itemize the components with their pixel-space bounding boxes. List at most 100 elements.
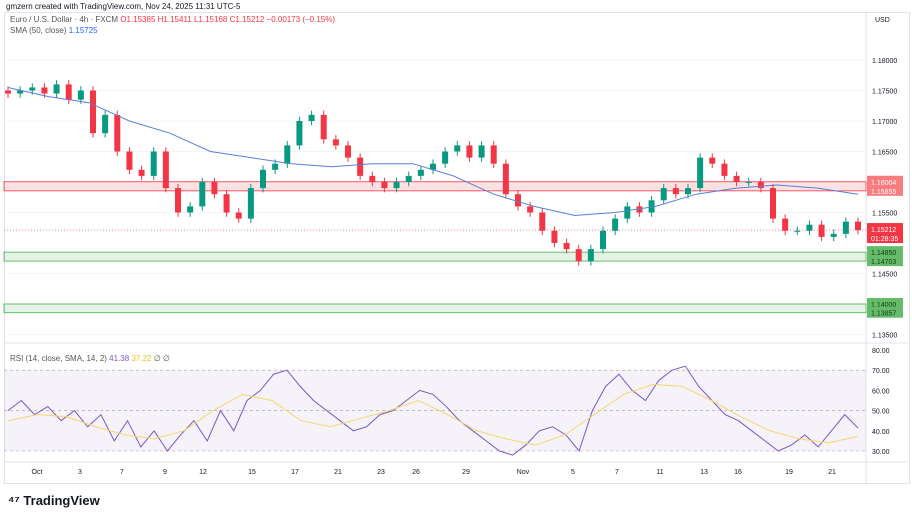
resistance-zone [3, 181, 867, 192]
zone-price-tag [867, 306, 903, 318]
candle-up [150, 151, 157, 176]
currency-label: USD [875, 17, 890, 24]
candle-up [296, 121, 303, 146]
candle-up [745, 182, 752, 183]
price-tick-label: 1.13500 [872, 333, 897, 340]
zone-price-tag [867, 298, 903, 309]
candle-down [138, 169, 145, 176]
price-tick-label: 1.18000 [872, 58, 897, 65]
time-tick-label: 12 [199, 469, 207, 476]
rsi-tick-label: 70.00 [872, 368, 890, 375]
candle-down [490, 145, 497, 164]
candle-up [284, 145, 291, 164]
candle-up [308, 114, 315, 121]
candle-up [794, 230, 801, 232]
candle-up [624, 206, 631, 219]
time-tick-label: 19 [785, 469, 793, 476]
change: −0.00173 (−0.15%) [266, 15, 336, 24]
high: H1.15411 [157, 15, 192, 24]
zone-price-tag [867, 184, 903, 196]
candle-up [685, 188, 691, 195]
price-tick-label: 1.17500 [872, 89, 897, 96]
rsi-tick-label: 80.00 [872, 348, 890, 355]
candle-up [17, 90, 24, 94]
candle-down [539, 212, 546, 231]
time-tick-label: 9 [163, 469, 167, 476]
low: L1.15168 [193, 15, 228, 24]
candle-down [369, 175, 376, 182]
candle-up [612, 218, 619, 231]
candle-up [29, 87, 36, 91]
time-tick-label: 11 [656, 469, 663, 476]
candle-up [260, 169, 266, 189]
price-tick-label: 1.16500 [872, 150, 897, 157]
price-tick-label: 1.15500 [872, 211, 897, 218]
candle-down [733, 175, 740, 182]
time-tick-label: Oct [32, 469, 43, 476]
candle-up [697, 157, 704, 189]
time-tick-label: 7 [615, 469, 619, 476]
candle-down [90, 90, 96, 134]
candle-down [575, 249, 582, 262]
candle-down [357, 157, 364, 176]
price-tick-label: 1.17000 [872, 119, 897, 126]
candle-up [830, 233, 837, 237]
time-tick-label: 17 [291, 469, 299, 476]
rsi-tick-label: 50.00 [872, 409, 890, 416]
candle-down [515, 194, 521, 207]
candle-down [636, 206, 643, 213]
candle-down [466, 145, 473, 158]
zone-price-tag [867, 175, 903, 187]
candle-down [332, 139, 339, 146]
candle-down [345, 145, 351, 158]
close: C1.15212 [229, 15, 265, 24]
logo-text: TradingView [23, 493, 100, 508]
candle-up [648, 200, 655, 213]
rsi-tick-label: 30.00 [872, 449, 890, 456]
time-tick-label: Nov [517, 469, 530, 476]
candle-up [417, 169, 424, 176]
candle-up [587, 249, 594, 262]
candle-down [502, 163, 509, 195]
candle-up [393, 182, 400, 189]
caption: gmzern created with TradingView.com, Nov… [6, 2, 241, 11]
zone-price-label: 1.14850 [871, 250, 896, 257]
candle-down [855, 221, 861, 231]
candle-down [65, 84, 72, 100]
candle-down [320, 114, 327, 140]
candle-down [126, 151, 133, 170]
candle-down [672, 188, 679, 195]
candle-down [41, 87, 48, 94]
candle-up [478, 145, 485, 158]
support-zone [3, 251, 867, 262]
sma-value: 1.15725 [68, 26, 98, 35]
last-price-tag [867, 223, 903, 244]
zone-price-tag [867, 255, 903, 267]
tradingview-logo: ⁴⁷ TradingView [8, 493, 100, 508]
time-tick-label: 15 [248, 469, 256, 476]
support-zone [3, 303, 867, 314]
last-price-label: 1.15212 [871, 227, 896, 234]
candle-up [442, 151, 449, 164]
candle-down [757, 182, 764, 189]
chart-frame [4, 12, 910, 484]
candle-down [721, 163, 728, 176]
candle-down [782, 218, 789, 231]
zone-price-tag [867, 246, 903, 258]
time-tick-label: 3 [78, 469, 82, 476]
countdown-label: 01:28:35 [871, 236, 898, 243]
candle-up [102, 114, 109, 134]
candle-up [454, 145, 461, 152]
candle-down [551, 230, 558, 243]
sma-line [7, 86, 859, 217]
rsi-ma-value: 37.22 [131, 354, 152, 363]
candle-down [162, 151, 169, 189]
zone-price-label: 1.14703 [871, 259, 896, 266]
sma-label: SMA (50, close) [10, 26, 67, 35]
rsi-tick-label: 40.00 [872, 429, 890, 436]
candle-down [114, 114, 121, 152]
time-tick-label: 21 [334, 469, 342, 476]
candle-up [187, 206, 194, 213]
candle-down [235, 212, 242, 219]
